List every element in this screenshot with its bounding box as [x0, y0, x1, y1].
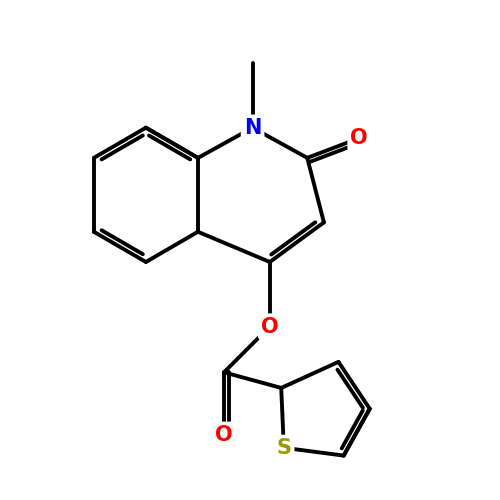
Text: O: O	[215, 425, 233, 445]
Text: N: N	[244, 118, 262, 138]
Text: O: O	[261, 316, 278, 336]
Text: S: S	[276, 438, 291, 458]
Text: O: O	[350, 128, 368, 148]
